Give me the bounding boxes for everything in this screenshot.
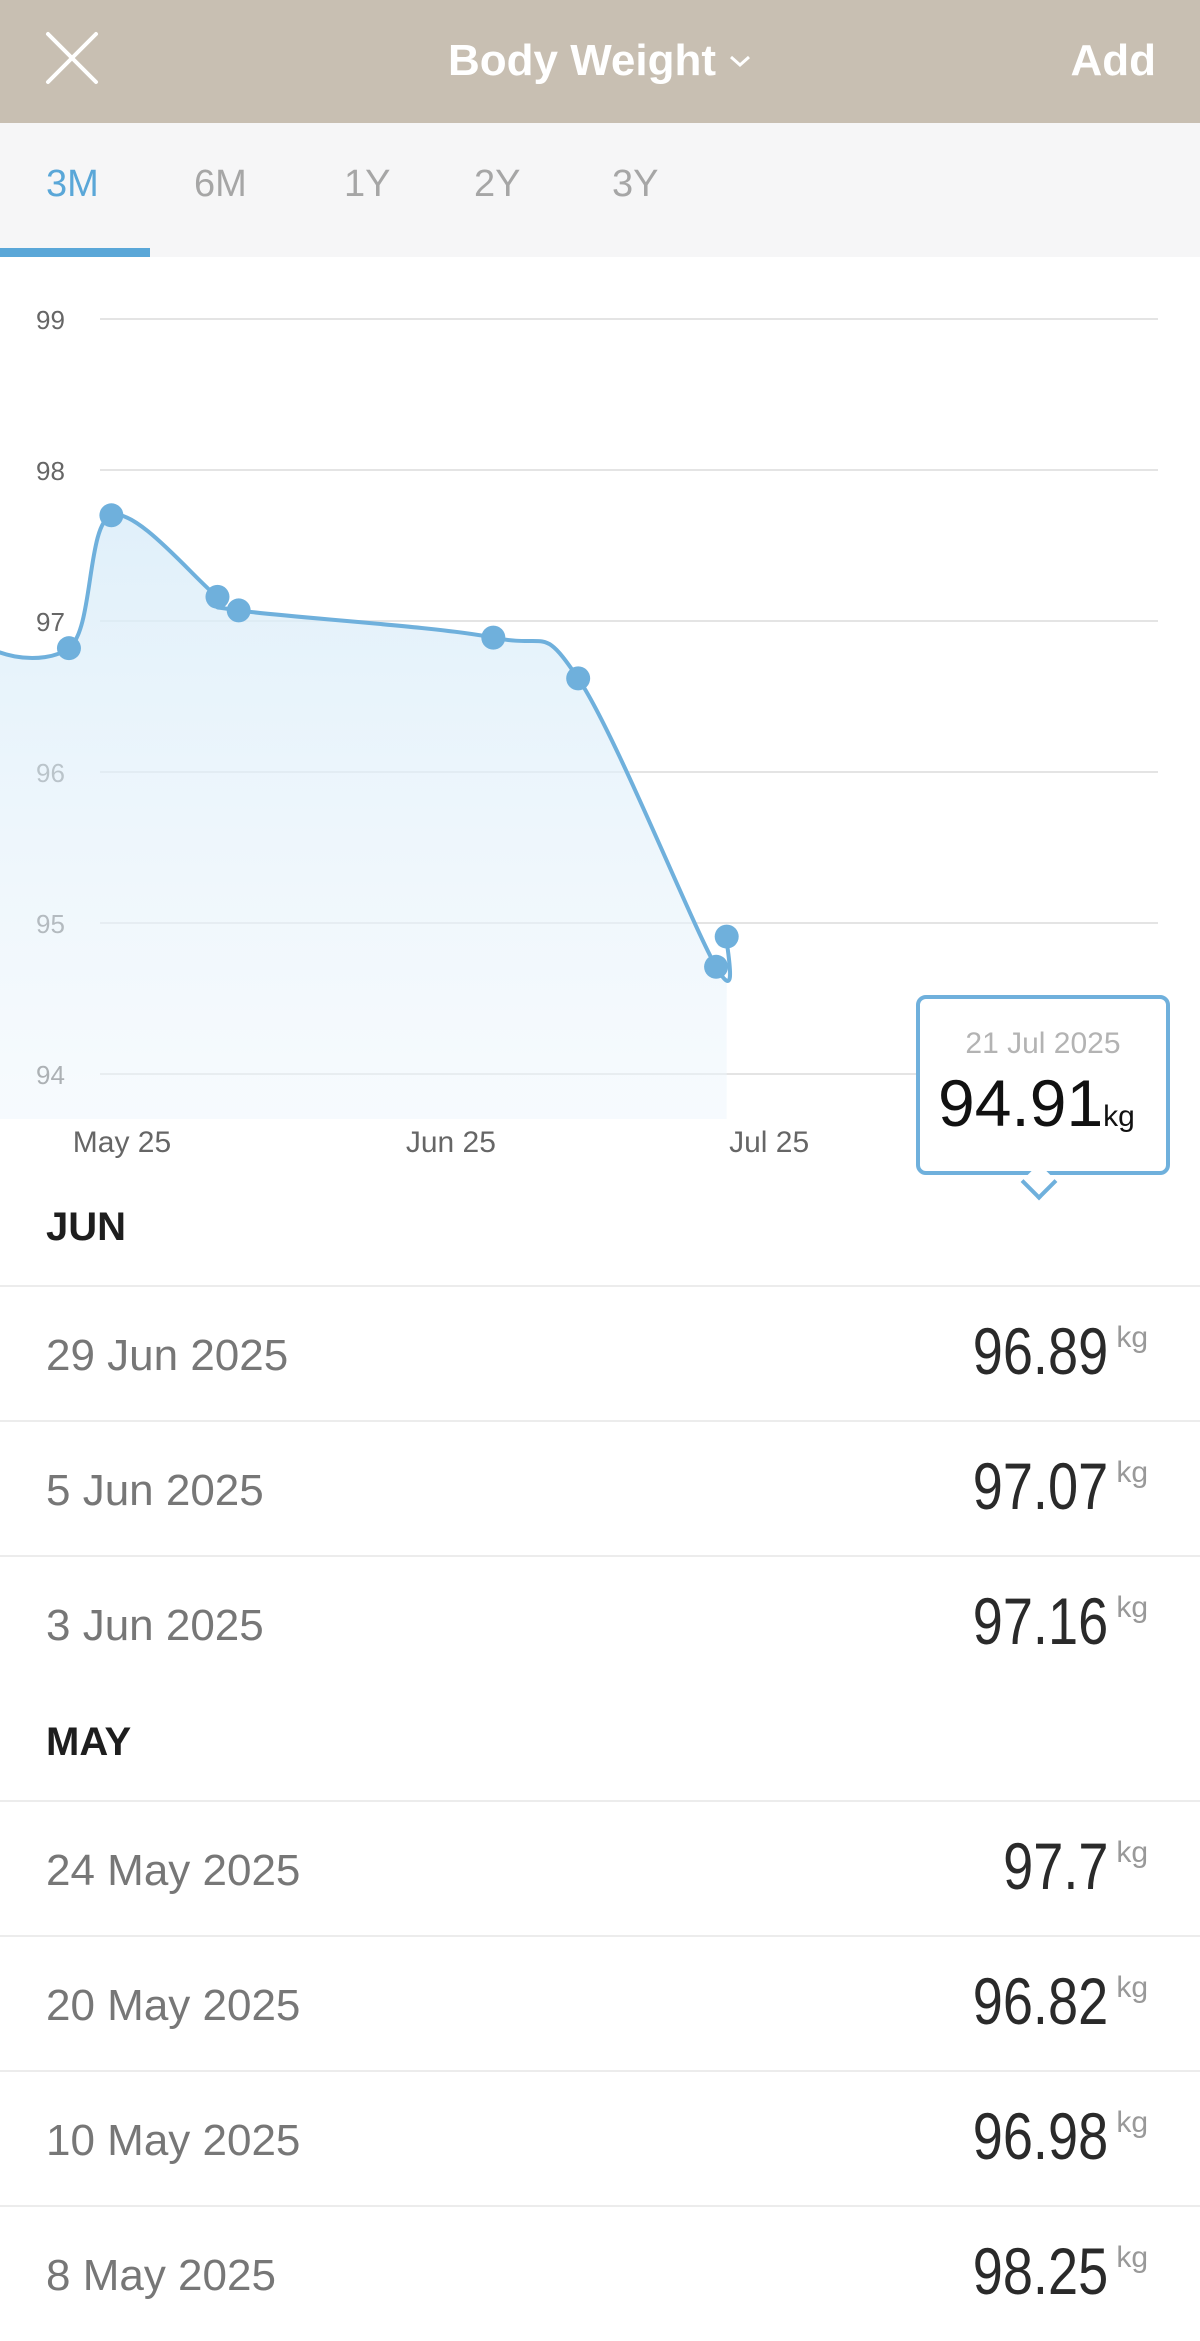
list-item[interactable]: 29 Jun 2025 96.89 kg bbox=[0, 1285, 1200, 1420]
tab-2y[interactable]: 2Y bbox=[474, 163, 521, 205]
entry-date: 29 Jun 2025 bbox=[46, 1331, 289, 1380]
list-item[interactable]: 5 Jun 2025 97.07 kg bbox=[0, 1420, 1200, 1555]
y-tick-label: 97 bbox=[36, 607, 65, 637]
entry-unit: kg bbox=[1116, 1591, 1148, 1624]
data-point bbox=[566, 666, 591, 691]
entry-date: 8 May 2025 bbox=[46, 2251, 276, 2300]
entry-unit: kg bbox=[1116, 1971, 1148, 2004]
series-area bbox=[0, 514, 731, 1119]
entry-value: 97.07 bbox=[972, 1449, 1108, 1523]
tooltip-pointer bbox=[1020, 1163, 1058, 1201]
add-button[interactable]: Add bbox=[1070, 36, 1156, 85]
entry-unit: kg bbox=[1116, 1836, 1148, 1869]
chevron-down-icon bbox=[730, 55, 751, 68]
entry-value: 96.82 bbox=[972, 1964, 1108, 2038]
active-tab-indicator bbox=[0, 248, 150, 257]
x-tick-label: Jul 25 bbox=[729, 1126, 809, 1159]
list-item[interactable]: 3 Jun 2025 97.16 kg bbox=[0, 1555, 1200, 1690]
page-title: Body Weight bbox=[447, 36, 717, 85]
data-point bbox=[226, 598, 251, 623]
entry-unit: kg bbox=[1116, 2241, 1148, 2274]
list-item[interactable]: 24 May 2025 97.7 kg bbox=[0, 1800, 1200, 1935]
entry-date: 10 May 2025 bbox=[46, 2116, 301, 2165]
list-item[interactable]: 8 May 2025 98.25 kg bbox=[0, 2205, 1200, 2340]
entry-unit: kg bbox=[1116, 1321, 1148, 1354]
data-point bbox=[205, 584, 230, 609]
top-bar: Body Weight Add bbox=[0, 0, 1200, 123]
entry-unit: kg bbox=[1116, 1456, 1148, 1489]
close-button[interactable] bbox=[44, 30, 124, 100]
section-heading-may: MAY bbox=[46, 1720, 132, 1764]
tab-1y[interactable]: 1Y bbox=[344, 163, 391, 205]
tooltip-unit: kg bbox=[1103, 1100, 1135, 1133]
entry-value: 96.89 bbox=[972, 1314, 1108, 1388]
x-tick-label: May 25 bbox=[73, 1126, 171, 1159]
entry-date: 3 Jun 2025 bbox=[46, 1601, 264, 1650]
x-tick-label: Jun 25 bbox=[406, 1126, 496, 1159]
data-point bbox=[704, 954, 729, 979]
range-tabs: 3M 6M 1Y 2Y 3Y bbox=[0, 123, 1200, 257]
tooltip-date: 21 Jul 2025 bbox=[965, 1027, 1121, 1060]
data-point bbox=[714, 924, 739, 949]
close-icon bbox=[46, 32, 98, 84]
list-item[interactable]: 10 May 2025 96.98 kg bbox=[0, 2070, 1200, 2205]
tooltip-value: 94.91kg bbox=[938, 1065, 1135, 1141]
tab-3m[interactable]: 3M bbox=[46, 163, 99, 205]
selected-point-tooltip: 21 Jul 2025 94.91kg bbox=[916, 995, 1170, 1201]
entry-date: 24 May 2025 bbox=[46, 1846, 301, 1895]
series-line bbox=[0, 512, 733, 983]
entry-date: 5 Jun 2025 bbox=[46, 1466, 264, 1515]
data-point bbox=[99, 503, 124, 528]
entry-value: 96.98 bbox=[972, 2099, 1108, 2173]
entry-value: 97.7 bbox=[1002, 1829, 1108, 1903]
entry-unit: kg bbox=[1116, 2106, 1148, 2139]
entry-value: 98.25 bbox=[972, 2234, 1108, 2308]
tooltip-value-number: 94.91 bbox=[938, 1066, 1104, 1140]
entry-value: 97.16 bbox=[972, 1584, 1108, 1658]
entry-date: 20 May 2025 bbox=[46, 1981, 301, 2030]
y-tick-label: 99 bbox=[36, 305, 65, 335]
data-point bbox=[481, 625, 506, 650]
tab-3y[interactable]: 3Y bbox=[612, 163, 659, 205]
tab-6m[interactable]: 6M bbox=[194, 163, 247, 205]
metric-selector[interactable]: Body Weight bbox=[448, 36, 752, 86]
section-heading-jun: JUN bbox=[46, 1205, 127, 1249]
y-tick-label: 98 bbox=[36, 456, 65, 486]
list-item[interactable]: 20 May 2025 96.82 kg bbox=[0, 1935, 1200, 2070]
data-point bbox=[56, 636, 81, 661]
